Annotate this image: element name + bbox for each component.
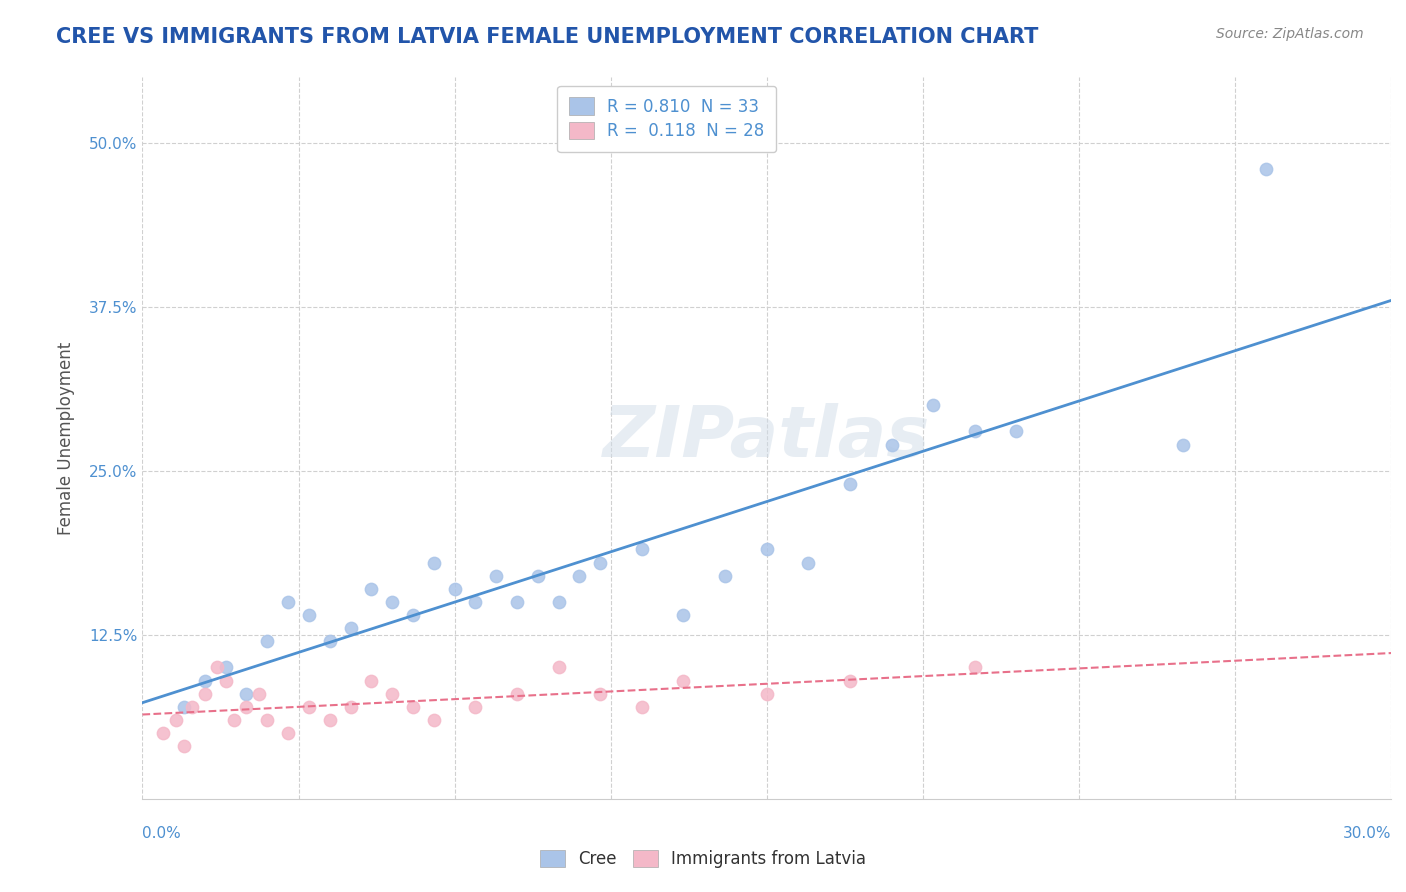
Point	[222, 713, 245, 727]
Point	[755, 542, 778, 557]
Point	[631, 542, 654, 557]
Point	[277, 595, 299, 609]
Point	[277, 726, 299, 740]
Point	[381, 687, 404, 701]
Point	[506, 595, 529, 609]
Text: 30.0%: 30.0%	[1343, 826, 1391, 841]
Y-axis label: Female Unemployment: Female Unemployment	[58, 342, 75, 534]
Point	[485, 568, 508, 582]
Point	[963, 660, 986, 674]
Point	[235, 699, 257, 714]
Legend: Cree, Immigrants from Latvia: Cree, Immigrants from Latvia	[533, 843, 873, 875]
Point	[443, 582, 465, 596]
Point	[963, 425, 986, 439]
Point	[173, 739, 195, 753]
Point	[547, 660, 569, 674]
Point	[880, 437, 903, 451]
Point	[256, 634, 278, 648]
Point	[181, 699, 204, 714]
Point	[165, 713, 187, 727]
Point	[589, 556, 612, 570]
Point	[672, 607, 695, 622]
Text: 0.0%: 0.0%	[142, 826, 181, 841]
Point	[194, 687, 217, 701]
Point	[215, 673, 238, 688]
Point	[568, 568, 591, 582]
Point	[194, 673, 217, 688]
Point	[402, 699, 425, 714]
Point	[527, 568, 550, 582]
Point	[797, 556, 820, 570]
Point	[402, 607, 425, 622]
Point	[631, 699, 654, 714]
Point	[423, 713, 446, 727]
Point	[298, 699, 321, 714]
Point	[506, 687, 529, 701]
Point	[319, 713, 342, 727]
Point	[464, 595, 486, 609]
Point	[360, 582, 382, 596]
Point	[1005, 425, 1028, 439]
Point	[319, 634, 342, 648]
Point	[207, 660, 229, 674]
Point	[381, 595, 404, 609]
Point	[235, 687, 257, 701]
Point	[672, 673, 695, 688]
Point	[589, 687, 612, 701]
Point	[714, 568, 737, 582]
Point	[423, 556, 446, 570]
Point	[339, 621, 361, 635]
Point	[360, 673, 382, 688]
Point	[839, 476, 862, 491]
Point	[755, 687, 778, 701]
Legend: R = 0.810  N = 33, R =  0.118  N = 28: R = 0.810 N = 33, R = 0.118 N = 28	[557, 86, 776, 153]
Point	[247, 687, 270, 701]
Point	[173, 699, 195, 714]
Point	[298, 607, 321, 622]
Point	[839, 673, 862, 688]
Point	[339, 699, 361, 714]
Point	[215, 660, 238, 674]
Point	[464, 699, 486, 714]
Text: ZIPatlas: ZIPatlas	[603, 403, 931, 473]
Point	[256, 713, 278, 727]
Point	[1256, 162, 1278, 177]
Text: CREE VS IMMIGRANTS FROM LATVIA FEMALE UNEMPLOYMENT CORRELATION CHART: CREE VS IMMIGRANTS FROM LATVIA FEMALE UN…	[56, 27, 1039, 46]
Point	[547, 595, 569, 609]
Point	[152, 726, 174, 740]
Text: Source: ZipAtlas.com: Source: ZipAtlas.com	[1216, 27, 1364, 41]
Point	[1171, 437, 1194, 451]
Point	[922, 398, 945, 412]
